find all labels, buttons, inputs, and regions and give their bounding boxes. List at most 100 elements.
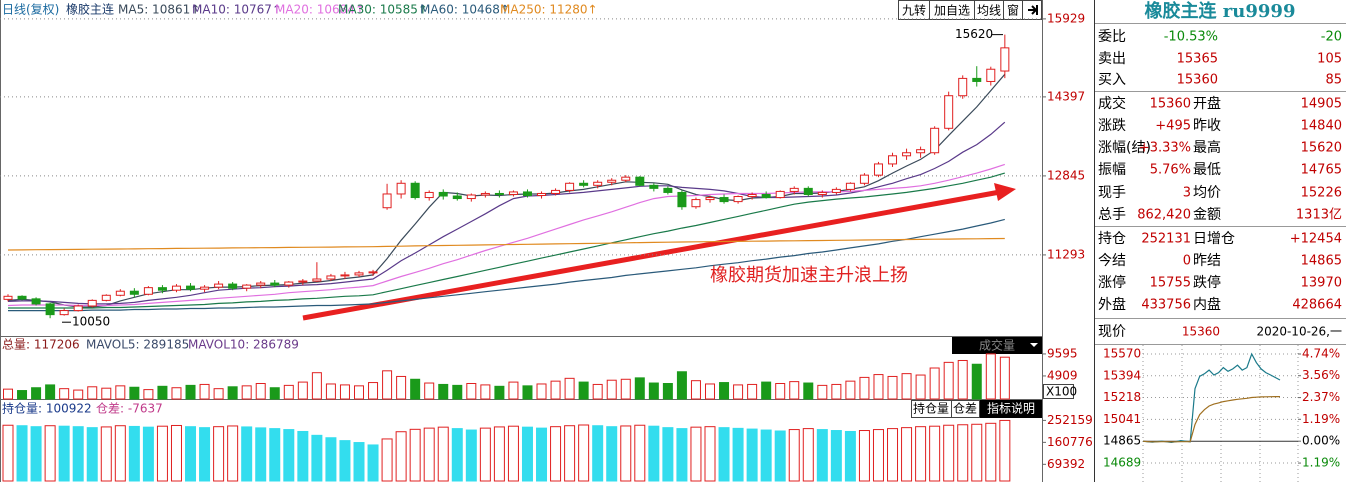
dropdown-icon [1030,343,1038,347]
open-interest-bar [830,430,842,482]
candle-body [270,282,280,286]
volume-bar [634,377,645,400]
open-interest-bar [114,425,126,482]
moving-average-line [7,121,1006,305]
row-value: 428664 [1292,298,1342,313]
volume-bar [410,378,421,400]
volume-bar [87,386,98,400]
row-value: 14905 [1301,97,1342,112]
open-interest-bar [620,425,632,482]
button[interactable] [980,400,1042,418]
open-interest-bar [339,440,351,482]
button[interactable] [951,400,980,418]
volume-bar [957,359,968,400]
candle-body [466,194,476,200]
legend-entry: MA250: 11280↑ [500,3,598,17]
row-label: 昨收 [1193,118,1221,134]
y2-tick-label: 0.00% [1302,434,1340,448]
y-tick-label: 252159 [1047,413,1093,427]
open-interest-bar [929,425,941,482]
open-interest-bar [915,426,927,482]
volume-bar [901,373,912,400]
y2-tick-label: 3.56% [1302,368,1340,382]
y-tick-label: 14397 [1047,89,1085,103]
row-value: 14840 [1301,119,1342,134]
candle-body [452,195,462,200]
candle-body [522,191,532,197]
volume-bar [592,383,603,400]
y-tick-label: 11293 [1047,247,1085,261]
open-interest-bar [325,437,337,482]
open-interest-bar [662,427,674,482]
candle-body [31,298,41,305]
volume-bar [817,384,828,400]
row-label: 现手 [1098,185,1126,201]
open-interest-bar [592,425,604,482]
y2-tick-label: 2.37% [1302,390,1340,404]
candle-body [45,303,55,316]
candle-body [73,305,83,312]
high-label: 15620 [955,27,993,41]
row-value: 15620 [1301,141,1342,156]
volume-bar [241,385,252,400]
row-label: 最低 [1193,162,1221,178]
candle-body [873,163,883,176]
open-interest-bar [409,428,421,482]
open-interest-bar [170,424,182,482]
open-interest-bar [283,429,295,482]
button[interactable] [952,337,1042,354]
button-label: 加自选 [934,4,970,18]
date: 2020-10-26,一 [1256,325,1342,339]
row-value: 1313亿 [1296,208,1342,223]
volume-bar [789,381,800,400]
candle-body [410,182,420,199]
legend-entry: MA10: 10767↑ [192,3,282,17]
candle-body [284,281,294,286]
arrow-head [994,183,1016,201]
open-interest-bar [606,426,618,482]
y-tick-label: 69392 [1047,457,1085,471]
row-value: -10.53% [1164,30,1218,45]
intraday-line [1142,396,1280,443]
low-label: 10050 [72,315,110,329]
candle-body [200,286,210,290]
open-interest-bar [578,424,590,482]
volume-bar [143,389,154,400]
volume-bar [452,384,463,400]
y-tick-label: 15570 [1103,347,1141,361]
open-interest-bar [297,430,309,482]
y2-tick-label: 4.74% [1302,347,1340,361]
candle-body [87,299,97,307]
row-label: 跌停 [1193,274,1221,291]
annotation: 橡胶期货加速主升浪上扬 [710,265,908,286]
row-label: 涨停 [1098,274,1126,291]
candle-body [424,191,434,199]
legend-entry: MAVOL10: 286789 [188,338,299,352]
open-interest-bar [30,426,42,482]
open-interest-bar [465,429,477,482]
volume-bar [368,382,379,400]
open-interest-bar [718,427,730,482]
price-label: 现价 [1098,324,1126,340]
open-interest-bar [241,426,253,482]
open-interest-bar [887,428,899,482]
volume-bar [396,375,407,400]
volume-bar [59,388,70,400]
volume-bar [508,381,519,400]
open-interest-bar [381,438,393,482]
row-value: 15365 [1177,52,1218,67]
open-interest-bar [507,425,519,482]
row-value: 13970 [1301,276,1342,291]
row-label: 日增仓 [1193,231,1235,247]
open-interest-bar [227,425,239,482]
candle-body [1000,47,1010,72]
volume-bar [676,371,687,400]
button-label: 窗 [1007,4,1019,18]
volume-bar [466,383,477,400]
button-label: 成交量 [979,338,1015,353]
volume-bar [690,380,701,400]
y2-tick-label: 1.19% [1302,456,1340,470]
open-interest-bar [451,428,463,482]
candle-body [382,193,392,209]
